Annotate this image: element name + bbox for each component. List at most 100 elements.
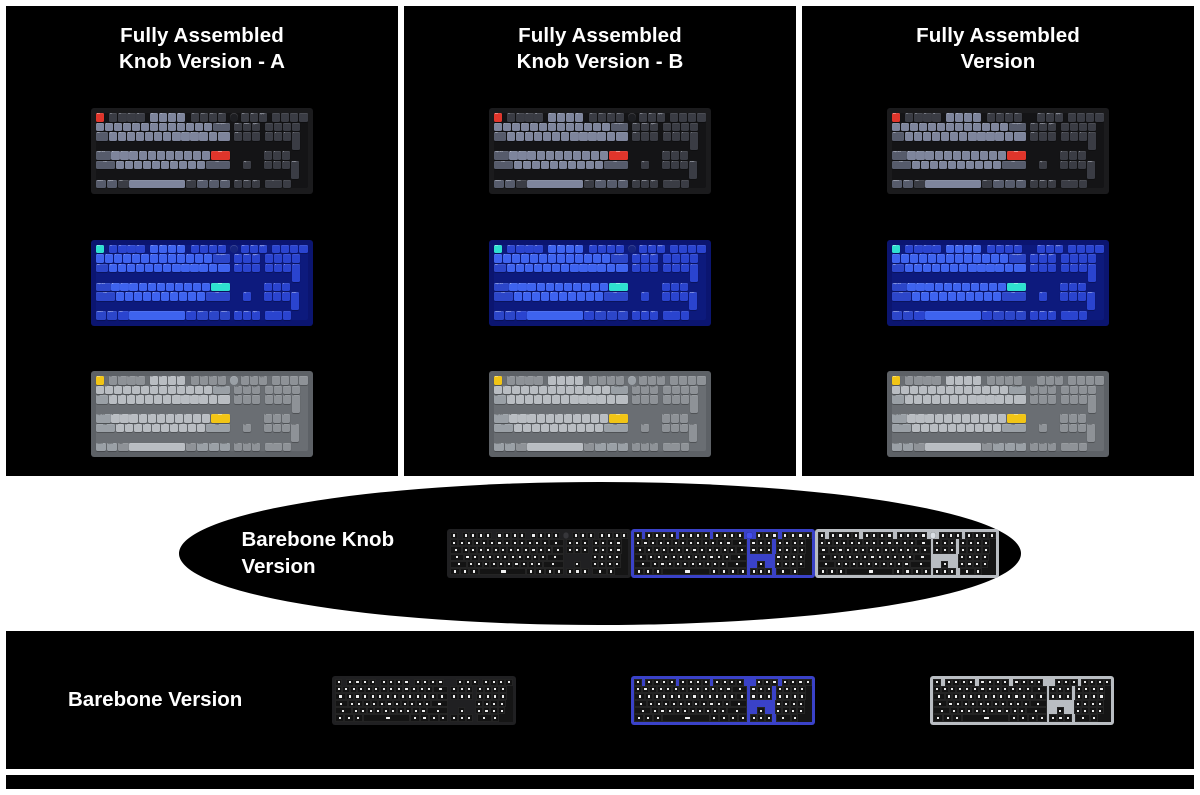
key[interactable] bbox=[925, 442, 982, 452]
key--[interactable]: - bbox=[194, 385, 204, 395]
switch-socket[interactable] bbox=[344, 714, 354, 722]
switch-socket[interactable] bbox=[902, 567, 913, 576]
key-h[interactable]: H bbox=[952, 414, 961, 423]
key-num[interactable]: num bbox=[631, 385, 641, 395]
key-q[interactable]: Q bbox=[905, 132, 914, 141]
switch-socket[interactable] bbox=[641, 685, 650, 693]
key-0[interactable]: 0 bbox=[265, 311, 283, 320]
key-o[interactable]: O bbox=[977, 263, 986, 273]
key--[interactable]: ; bbox=[590, 151, 599, 160]
key-s[interactable]: S bbox=[518, 414, 527, 423]
key-a[interactable]: A bbox=[111, 282, 120, 292]
key-s[interactable]: S bbox=[518, 151, 527, 160]
key-num[interactable]: num bbox=[631, 122, 641, 132]
key-shift[interactable]: shift bbox=[206, 160, 231, 170]
key--[interactable]: . bbox=[1079, 442, 1088, 452]
key--[interactable]: ] bbox=[1004, 263, 1013, 273]
key--[interactable]: ] bbox=[606, 263, 615, 273]
key-2[interactable]: 2 bbox=[272, 160, 281, 170]
switch-socket[interactable] bbox=[436, 692, 449, 701]
switch-socket[interactable] bbox=[698, 692, 706, 701]
switch-socket[interactable] bbox=[544, 567, 555, 576]
switch-socket[interactable] bbox=[1056, 714, 1065, 722]
key[interactable] bbox=[1039, 395, 1048, 404]
switch-socket[interactable] bbox=[686, 539, 695, 547]
switch-socket[interactable] bbox=[893, 539, 901, 547]
key-4[interactable]: 4 bbox=[661, 414, 670, 423]
key-u[interactable]: U bbox=[561, 263, 570, 273]
key[interactable] bbox=[1086, 376, 1095, 385]
switch-socket[interactable] bbox=[389, 707, 398, 715]
switch-socket[interactable] bbox=[1096, 700, 1105, 708]
switch-socket[interactable] bbox=[1056, 692, 1065, 701]
key--[interactable]: . bbox=[586, 160, 595, 170]
key-f5[interactable]: F5 bbox=[150, 376, 159, 385]
key-e[interactable]: E bbox=[525, 263, 534, 273]
key--[interactable]: ] bbox=[606, 395, 615, 404]
switch-socket[interactable] bbox=[965, 560, 974, 568]
key-f3[interactable]: F3 bbox=[127, 376, 136, 385]
key--[interactable]: ' bbox=[201, 414, 210, 423]
key--[interactable]: . bbox=[681, 442, 690, 452]
switch-socket[interactable] bbox=[736, 678, 744, 686]
switch-socket[interactable] bbox=[775, 685, 784, 693]
key--[interactable]: . bbox=[681, 179, 690, 189]
key-home[interactable]: home bbox=[641, 385, 650, 395]
key-3[interactable]: 3 bbox=[281, 423, 290, 433]
switch-socket[interactable] bbox=[770, 678, 779, 686]
key-option[interactable]: option bbox=[993, 442, 1004, 452]
switch-socket[interactable] bbox=[897, 531, 905, 540]
switch-socket[interactable] bbox=[730, 553, 748, 561]
key-f7[interactable]: F7 bbox=[168, 376, 177, 385]
key[interactable] bbox=[641, 132, 650, 141]
switch-socket[interactable] bbox=[450, 539, 459, 547]
switch-socket[interactable] bbox=[497, 560, 506, 568]
switch-socket[interactable] bbox=[1018, 707, 1026, 715]
switch-socket[interactable] bbox=[774, 553, 783, 561]
switch-socket[interactable] bbox=[581, 567, 589, 576]
key-down[interactable]: down bbox=[1039, 442, 1048, 452]
key-d[interactable]: D bbox=[925, 414, 934, 423]
key-1[interactable]: 1 bbox=[1059, 423, 1068, 433]
switch-socket[interactable] bbox=[393, 700, 401, 708]
key-i[interactable]: I bbox=[570, 263, 579, 273]
key[interactable] bbox=[243, 395, 252, 404]
switch-socket[interactable] bbox=[645, 678, 654, 686]
key-5[interactable]: 5 bbox=[670, 282, 680, 292]
switch-socket[interactable] bbox=[634, 531, 642, 540]
key-f1[interactable]: F1 bbox=[507, 113, 516, 122]
switch-socket[interactable] bbox=[789, 700, 798, 708]
key-1[interactable]: 1 bbox=[502, 122, 511, 132]
key-left[interactable]: left bbox=[1030, 311, 1039, 320]
key[interactable] bbox=[1070, 385, 1079, 395]
key-g[interactable]: G bbox=[147, 414, 156, 423]
switch-socket[interactable] bbox=[431, 700, 449, 708]
key-f10[interactable]: F10 bbox=[200, 113, 209, 122]
switch-socket[interactable] bbox=[797, 560, 805, 568]
key-1[interactable]: 1 bbox=[900, 254, 909, 263]
switch-socket[interactable] bbox=[836, 546, 845, 554]
key[interactable] bbox=[690, 385, 699, 395]
key-k[interactable]: K bbox=[174, 414, 183, 423]
switch-socket[interactable] bbox=[749, 685, 758, 693]
key-f[interactable]: F bbox=[934, 414, 943, 423]
key[interactable] bbox=[292, 254, 301, 263]
key-shift[interactable]: shift bbox=[95, 292, 116, 301]
switch-socket[interactable] bbox=[774, 707, 783, 715]
switch-socket[interactable] bbox=[944, 678, 953, 686]
switch-socket[interactable] bbox=[919, 546, 932, 554]
switch-socket[interactable] bbox=[476, 546, 485, 554]
key[interactable] bbox=[681, 385, 690, 395]
switch-socket[interactable] bbox=[688, 707, 697, 715]
volume-knob[interactable] bbox=[930, 532, 937, 539]
key-down[interactable]: down bbox=[1039, 311, 1048, 320]
key--[interactable]: , bbox=[975, 423, 984, 433]
key[interactable] bbox=[299, 244, 308, 254]
key-x[interactable]: X bbox=[920, 160, 930, 170]
switch-socket[interactable] bbox=[1056, 685, 1065, 693]
key-5[interactable]: 5 bbox=[272, 282, 282, 292]
key-control[interactable]: control bbox=[95, 442, 106, 452]
switch-socket[interactable] bbox=[414, 678, 422, 686]
key-0[interactable]: 0 bbox=[1061, 442, 1079, 452]
switch-socket[interactable] bbox=[429, 678, 437, 686]
